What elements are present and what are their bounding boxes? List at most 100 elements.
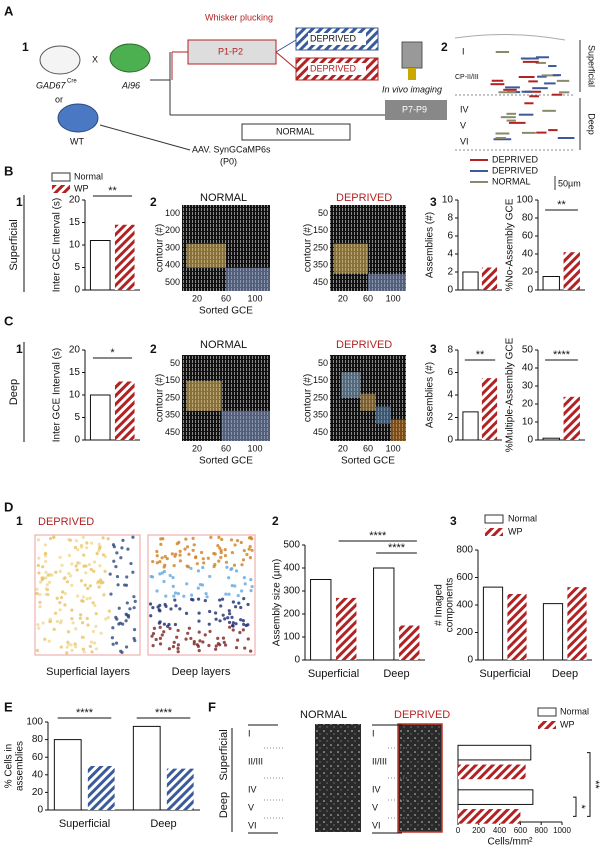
cell-dot (249, 588, 253, 593)
cell-dot (174, 552, 178, 556)
cell-dot (55, 619, 59, 624)
cell-dot (207, 643, 211, 648)
cell-dot (35, 591, 39, 596)
cell-dot (160, 633, 164, 637)
y-tick-label: 0 (447, 435, 453, 446)
cell-dot (106, 615, 110, 620)
cell-dot (74, 564, 78, 568)
group-label: NORMAL (276, 126, 315, 136)
y-tick-label: 15 (69, 367, 81, 378)
bar (542, 437, 560, 441)
cell-dot (172, 640, 176, 644)
cell-dot (88, 596, 92, 600)
cell-dot (216, 544, 220, 548)
raster-x-label: Sorted GCE (199, 456, 253, 467)
cell-dot (241, 558, 246, 562)
cell-dot (99, 581, 103, 585)
cell-dot (197, 630, 201, 634)
cell-dot (246, 637, 250, 641)
cell-dot (178, 559, 183, 563)
cell-dot (176, 592, 180, 596)
cell-dot (70, 648, 74, 652)
cell-dot (124, 619, 128, 623)
layer-label: I (462, 46, 465, 56)
layer-label: I (248, 728, 251, 738)
cell-dot (133, 639, 137, 643)
bar (373, 567, 395, 661)
cell-dot (124, 612, 128, 616)
cell-dot (58, 555, 62, 559)
cell-dot (178, 607, 182, 611)
cell-dot (203, 599, 207, 603)
y-tick-label: 2 (447, 412, 453, 423)
cell-dot (71, 621, 75, 625)
cell-dot (233, 584, 237, 588)
cell-dot (155, 561, 159, 565)
y-tick-label: 80 (32, 734, 44, 745)
cell-dot (208, 629, 212, 634)
cell-dot (249, 577, 253, 582)
layer-label: II/III (372, 756, 387, 766)
bar (132, 725, 161, 811)
y-axis-label: Inter GCE Interval (s) (52, 198, 63, 292)
cell-dot (158, 560, 162, 564)
cell-dot (232, 563, 237, 567)
sub-label: 2 (150, 342, 157, 356)
histology-image (315, 724, 361, 832)
cell-dot (121, 622, 125, 626)
cell-dot (214, 617, 218, 621)
sig-label: ** (108, 185, 117, 197)
cell-dot (176, 646, 180, 651)
y-tick-label: 8 (447, 213, 453, 224)
cell-dot (155, 549, 159, 554)
assembly-block (226, 267, 270, 291)
cell-dot (59, 645, 63, 649)
cell-dot (93, 603, 97, 608)
cell-dot (74, 645, 78, 649)
cell-dot (65, 645, 69, 649)
cell-dot (90, 650, 94, 654)
bar (336, 597, 357, 660)
depth-label: Deep (587, 113, 597, 135)
scatter-label: Superficial layers (46, 666, 130, 678)
cell-dot (73, 545, 77, 550)
cell-dot (173, 622, 178, 627)
group-label: DEPRIVED (310, 63, 357, 73)
sig-label: * (110, 347, 115, 359)
y-tick-label: 600 (456, 572, 473, 583)
raster-x-tick: 100 (248, 443, 263, 453)
cell-dot (236, 593, 240, 598)
image-title: DEPRIVED (394, 709, 450, 721)
cell-dot (63, 592, 67, 596)
legend-label: Normal (560, 706, 589, 716)
cell-dot (192, 543, 196, 547)
group-box (241, 123, 351, 141)
raster-y-tick: 450 (313, 427, 328, 437)
cell-dot (225, 565, 229, 569)
cell-dot (67, 571, 71, 576)
raster-title: NORMAL (200, 192, 247, 204)
y-tick-label: 40 (522, 249, 534, 260)
y-tick-label: 100 (283, 632, 300, 643)
cell-dot (227, 609, 231, 613)
raster-x-tick: 100 (386, 443, 401, 453)
raster-y-tick: 400 (165, 260, 180, 270)
cell-dot (103, 554, 107, 559)
raster-y-tick: 350 (165, 410, 180, 420)
assembly-block (221, 410, 270, 441)
y-tick-label: 0 (294, 655, 300, 666)
cell-dot (104, 617, 108, 621)
cell-dot (53, 611, 58, 615)
legend-label: Normal (74, 171, 103, 181)
cell-dot (240, 563, 244, 567)
y-axis-label: components (445, 578, 456, 632)
cell-dot (111, 626, 115, 630)
mouse-icon (39, 45, 81, 75)
y-axis-label: %Multiple-Assembly GCE (505, 337, 516, 452)
cell-dot (38, 593, 42, 597)
cell-dot (164, 594, 168, 598)
mouse-label: GAD67 (36, 80, 67, 90)
timeline (275, 51, 297, 70)
raster-y-tick: 150 (313, 225, 328, 235)
x-tick-label: Superficial (59, 818, 110, 830)
